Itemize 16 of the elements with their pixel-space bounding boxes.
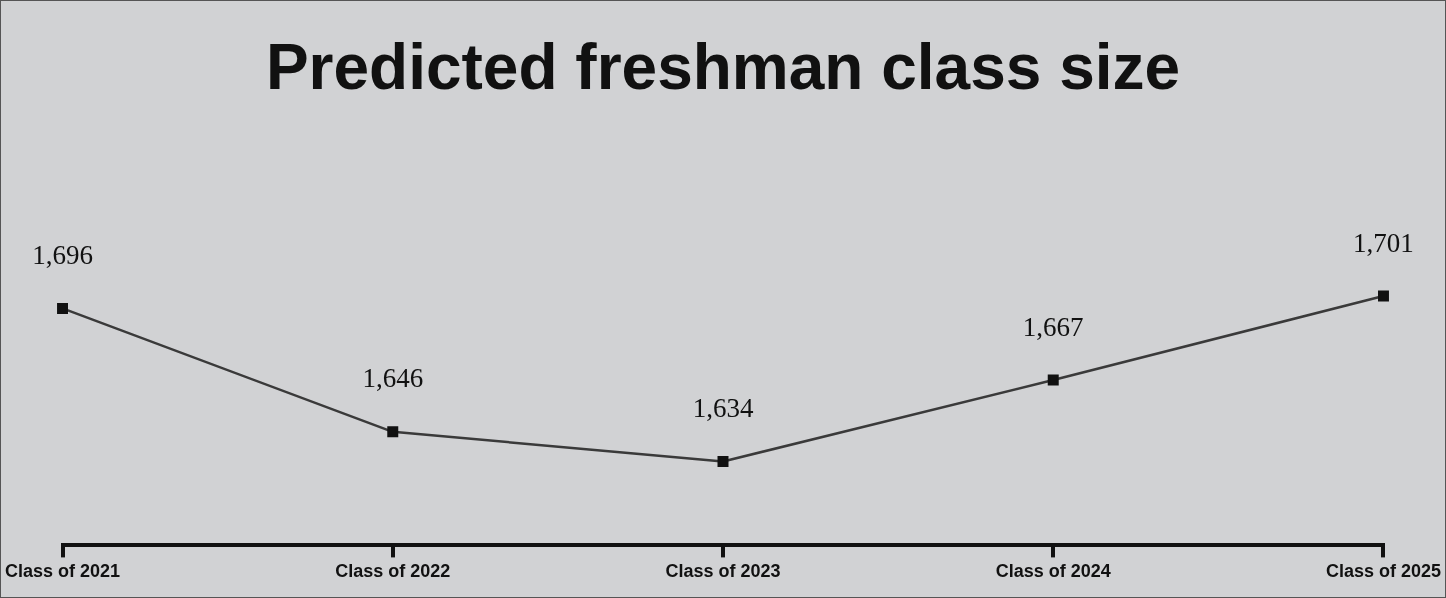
data-label: 1,634 <box>692 393 754 424</box>
point <box>387 426 399 438</box>
data-label: 1,701 <box>1353 227 1414 258</box>
point <box>1377 290 1389 302</box>
x-tick-label: Class of 2025 <box>1325 561 1442 582</box>
x-tick-label: Class of 2024 <box>995 561 1111 582</box>
data-label: 1,646 <box>362 363 424 394</box>
x-tick-label: Class of 2023 <box>665 561 781 582</box>
chart-title: Predicted freshman class size <box>265 31 1181 104</box>
data-label: 1,667 <box>1022 311 1084 342</box>
x-tick-label: Class of 2021 <box>4 561 121 582</box>
point <box>57 302 69 314</box>
point <box>1047 374 1059 386</box>
data-label: 1,696 <box>32 240 93 271</box>
point <box>717 455 729 467</box>
x-tick-label: Class of 2022 <box>335 561 451 582</box>
